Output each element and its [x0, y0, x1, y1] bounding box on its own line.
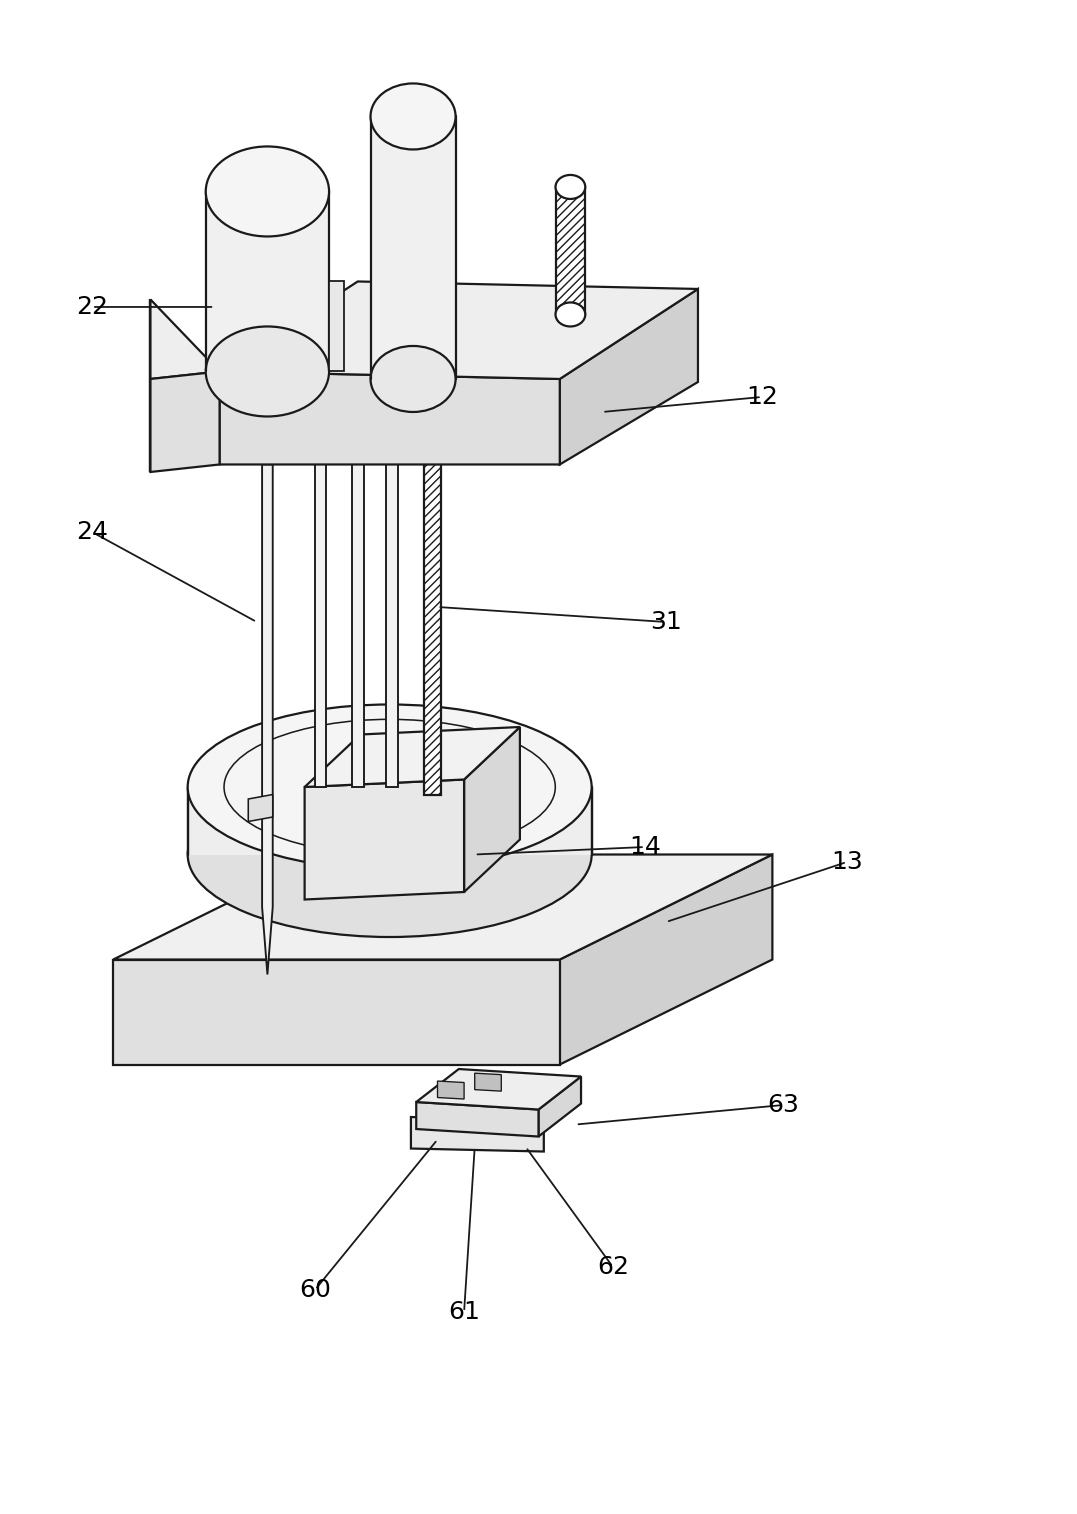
Polygon shape — [187, 787, 591, 854]
Polygon shape — [305, 780, 464, 899]
Ellipse shape — [187, 704, 591, 869]
Text: 62: 62 — [597, 1255, 629, 1279]
Polygon shape — [220, 282, 698, 378]
Ellipse shape — [187, 772, 591, 937]
Polygon shape — [314, 465, 326, 787]
Polygon shape — [249, 795, 272, 822]
Polygon shape — [416, 1102, 538, 1137]
Text: 63: 63 — [767, 1093, 799, 1117]
Polygon shape — [220, 371, 560, 465]
Polygon shape — [411, 1117, 544, 1152]
Polygon shape — [423, 465, 440, 795]
Text: 12: 12 — [745, 385, 778, 409]
Polygon shape — [560, 289, 698, 465]
Polygon shape — [151, 300, 220, 378]
Polygon shape — [386, 465, 397, 787]
Polygon shape — [330, 282, 344, 371]
Polygon shape — [370, 117, 456, 378]
Polygon shape — [352, 465, 364, 787]
Ellipse shape — [370, 347, 456, 412]
Polygon shape — [305, 727, 520, 787]
Polygon shape — [556, 186, 585, 315]
Text: 22: 22 — [76, 295, 108, 319]
Polygon shape — [262, 465, 272, 975]
Ellipse shape — [370, 83, 456, 150]
Polygon shape — [113, 854, 772, 960]
Text: 31: 31 — [651, 610, 682, 634]
Ellipse shape — [556, 176, 585, 198]
Ellipse shape — [556, 303, 585, 327]
Text: 61: 61 — [448, 1301, 480, 1325]
Text: 13: 13 — [831, 849, 863, 874]
Text: 14: 14 — [629, 836, 661, 858]
Polygon shape — [475, 1073, 501, 1092]
Polygon shape — [113, 960, 560, 1064]
Polygon shape — [437, 1081, 464, 1099]
Polygon shape — [151, 371, 220, 472]
Polygon shape — [464, 727, 520, 892]
Ellipse shape — [206, 147, 330, 236]
Polygon shape — [560, 854, 772, 1064]
Text: 60: 60 — [299, 1278, 332, 1302]
Polygon shape — [416, 1069, 581, 1110]
Polygon shape — [206, 191, 330, 371]
Text: 24: 24 — [76, 519, 108, 544]
Ellipse shape — [206, 327, 330, 416]
Polygon shape — [538, 1076, 581, 1137]
